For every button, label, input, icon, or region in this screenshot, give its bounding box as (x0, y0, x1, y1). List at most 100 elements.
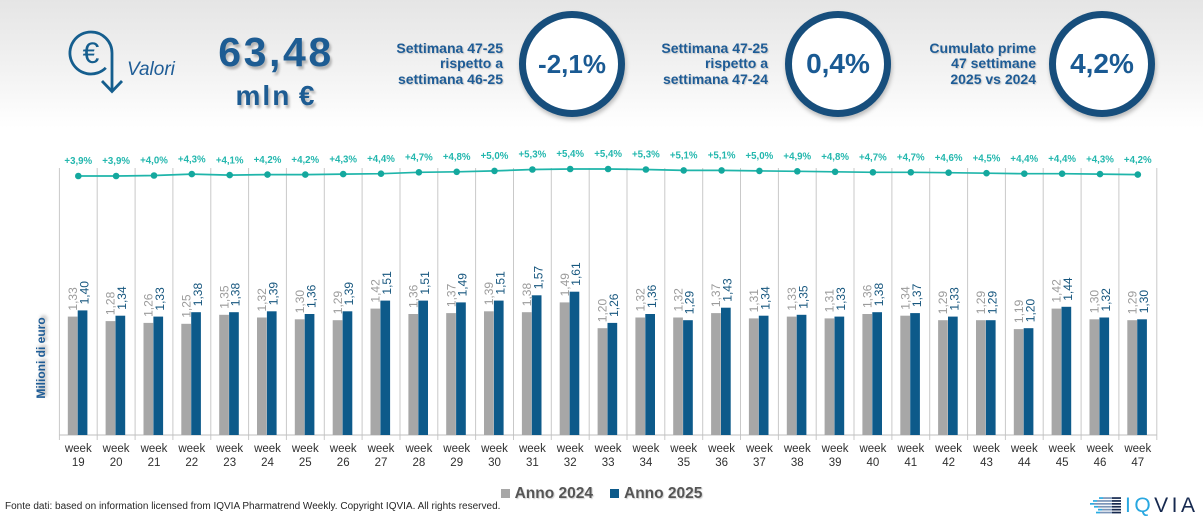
svg-text:1,19: 1,19 (1012, 299, 1026, 323)
svg-text:1,61: 1,61 (569, 262, 583, 286)
svg-text:1,32: 1,32 (1099, 288, 1113, 312)
svg-text:1,39: 1,39 (342, 282, 356, 306)
svg-text:1,37: 1,37 (444, 283, 458, 307)
svg-text:1,37: 1,37 (709, 283, 723, 307)
svg-text:1,31: 1,31 (747, 289, 761, 313)
svg-text:1,30: 1,30 (293, 290, 307, 314)
svg-text:1,30: 1,30 (1137, 290, 1151, 314)
svg-text:+5,0%: +5,0% (481, 151, 509, 162)
svg-text:1,26: 1,26 (142, 293, 156, 317)
svg-text:1,25: 1,25 (179, 294, 193, 318)
svg-text:1,38: 1,38 (191, 283, 205, 307)
svg-text:1,29: 1,29 (1125, 291, 1139, 315)
svg-text:1,36: 1,36 (861, 284, 875, 308)
svg-text:1,29: 1,29 (974, 291, 988, 315)
svg-text:+4,8%: +4,8% (821, 152, 849, 163)
svg-text:+5,3%: +5,3% (519, 150, 547, 161)
svg-text:+4,6%: +4,6% (935, 153, 963, 164)
svg-text:1,26: 1,26 (607, 293, 621, 317)
svg-text:+4,3%: +4,3% (329, 154, 357, 165)
svg-text:1,33: 1,33 (834, 287, 848, 311)
svg-text:+3,9%: +3,9% (64, 156, 92, 167)
svg-text:+5,0%: +5,0% (746, 151, 774, 162)
svg-text:1,32: 1,32 (671, 288, 685, 312)
svg-text:+4,4%: +4,4% (1048, 154, 1076, 165)
svg-text:1,39: 1,39 (482, 282, 496, 306)
svg-text:1,29: 1,29 (936, 291, 950, 315)
svg-text:1,32: 1,32 (634, 288, 648, 312)
svg-text:1,36: 1,36 (304, 284, 318, 308)
svg-text:1,40: 1,40 (77, 281, 91, 305)
svg-text:1,35: 1,35 (217, 285, 231, 309)
svg-text:+4,1%: +4,1% (216, 155, 244, 166)
svg-text:+3,9%: +3,9% (102, 156, 130, 167)
svg-text:+4,2%: +4,2% (1124, 155, 1152, 166)
svg-text:+5,1%: +5,1% (670, 151, 698, 162)
svg-text:1,51: 1,51 (380, 271, 394, 295)
svg-text:1,32: 1,32 (255, 288, 269, 312)
svg-text:1,29: 1,29 (683, 291, 697, 315)
svg-text:1,33: 1,33 (66, 287, 80, 311)
svg-text:1,28: 1,28 (104, 291, 118, 315)
svg-text:1,57: 1,57 (531, 266, 545, 290)
svg-text:+4,4%: +4,4% (1010, 154, 1038, 165)
svg-text:1,43: 1,43 (721, 278, 735, 302)
svg-text:+4,7%: +4,7% (859, 153, 887, 164)
svg-text:+5,4%: +5,4% (556, 149, 584, 160)
svg-text:€: € (83, 37, 100, 70)
svg-text:1,33: 1,33 (948, 287, 962, 311)
svg-text:+4,7%: +4,7% (897, 153, 925, 164)
svg-text:1,38: 1,38 (872, 283, 886, 307)
svg-text:+4,0%: +4,0% (140, 156, 168, 167)
svg-text:1,42: 1,42 (369, 279, 383, 303)
svg-text:1,51: 1,51 (418, 271, 432, 295)
svg-text:1,39: 1,39 (267, 282, 281, 306)
svg-text:1,35: 1,35 (796, 285, 810, 309)
svg-text:1,38: 1,38 (520, 283, 534, 307)
svg-text:1,29: 1,29 (331, 291, 345, 315)
svg-text:1,42: 1,42 (1050, 279, 1064, 303)
svg-text:+5,3%: +5,3% (632, 150, 660, 161)
svg-text:1,49: 1,49 (558, 273, 572, 297)
svg-text:1,36: 1,36 (407, 284, 421, 308)
svg-text:1,51: 1,51 (494, 271, 508, 295)
svg-text:1,34: 1,34 (898, 286, 912, 310)
svg-text:+4,2%: +4,2% (254, 155, 282, 166)
svg-text:1,29: 1,29 (986, 291, 1000, 315)
svg-text:IQVIA: IQVIA (1125, 494, 1199, 516)
svg-text:+4,4%: +4,4% (367, 154, 395, 165)
svg-text:1,44: 1,44 (1061, 277, 1075, 301)
svg-text:1,38: 1,38 (229, 283, 243, 307)
svg-text:+4,7%: +4,7% (405, 153, 433, 164)
svg-text:+4,3%: +4,3% (178, 154, 206, 165)
svg-text:+5,4%: +5,4% (594, 149, 622, 160)
svg-text:1,34: 1,34 (115, 286, 129, 310)
svg-text:1,33: 1,33 (785, 287, 799, 311)
svg-text:1,37: 1,37 (910, 283, 924, 307)
svg-text:+4,9%: +4,9% (783, 152, 811, 163)
svg-text:+4,8%: +4,8% (443, 152, 471, 163)
svg-text:+4,3%: +4,3% (1086, 154, 1114, 165)
svg-text:1,20: 1,20 (1023, 299, 1037, 323)
